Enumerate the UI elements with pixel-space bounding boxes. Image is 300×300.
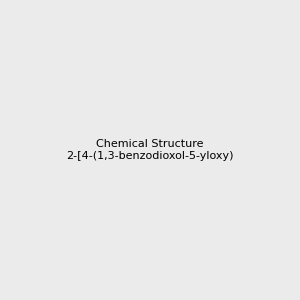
- Text: Chemical Structure
2-[4-(1,3-benzodioxol-5-yloxy): Chemical Structure 2-[4-(1,3-benzodioxol…: [66, 139, 234, 161]
